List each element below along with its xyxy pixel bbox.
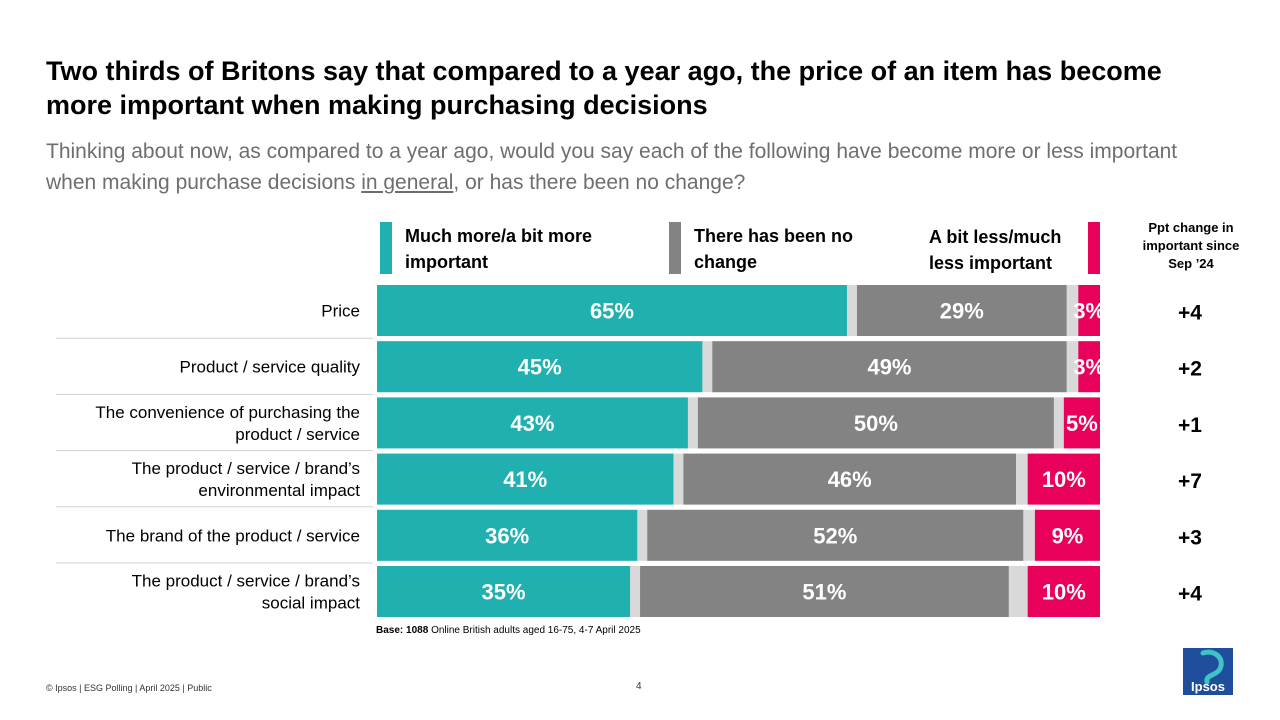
data-label-less: 3%: [1073, 299, 1105, 324]
page-title: Two thirds of Britons say that compared …: [46, 56, 1162, 120]
bar-more: [377, 566, 631, 617]
bar-less: [1078, 341, 1100, 393]
ppt-change-value: +2: [1178, 358, 1202, 381]
bar-no-change: [712, 341, 1067, 393]
data-label-more: 65%: [590, 299, 634, 324]
bar-no-change: [856, 285, 1067, 336]
legend-swatch-more: [380, 222, 392, 274]
data-label-less: 5%: [1066, 411, 1098, 436]
bar-no-change: [647, 509, 1024, 561]
base-label: Base:: [376, 625, 404, 636]
ppt-change-value: +4: [1178, 302, 1202, 325]
bar-more: [377, 453, 674, 505]
ipsos-logo: Ipsos: [1183, 648, 1233, 695]
bar-less: [1078, 285, 1100, 336]
bar-less: [1063, 397, 1100, 449]
data-label-no-change: 46%: [828, 467, 872, 492]
data-label-less: 10%: [1042, 580, 1086, 605]
bar-more: [377, 285, 847, 336]
page-subtitle: Thinking about now, as compared to a yea…: [46, 136, 1226, 198]
page-number: 4: [636, 681, 642, 692]
data-label-less: 3%: [1073, 355, 1105, 380]
category-label: social impact: [262, 594, 361, 613]
ppt-change-header: Ppt change in important since Sep ’24: [1142, 220, 1240, 271]
legend-swatch-no-change: [669, 222, 681, 274]
data-label-more: 35%: [482, 580, 526, 605]
bar-no-change: [640, 566, 1009, 617]
bar-no-change: [697, 397, 1054, 449]
legend-label-no-change: There has been no change: [694, 226, 854, 272]
ppt-change-value: +4: [1178, 583, 1202, 606]
bar-more: [377, 397, 688, 449]
subtitle-text-end: , or has there been no change?: [453, 171, 746, 194]
category-label: The convenience of purchasing the: [95, 403, 360, 422]
base-n: 1088: [406, 625, 429, 636]
logo-text: Ipsos: [1191, 679, 1225, 694]
data-label-no-change: 50%: [854, 411, 898, 436]
subtitle-text-start: Thinking about now, as compared to a yea…: [46, 140, 1178, 194]
subtitle-underlined: in general: [361, 171, 454, 194]
footer-text: © Ipsos | ESG Polling | April 2025 | Pub…: [46, 683, 212, 693]
data-label-more: 41%: [503, 467, 547, 492]
ppt-change-value: +1: [1178, 414, 1202, 437]
ppt-change-value: +3: [1178, 526, 1202, 549]
data-label-more: 45%: [518, 355, 562, 380]
data-label-more: 36%: [485, 523, 529, 548]
data-label-less: 9%: [1052, 523, 1084, 548]
data-label-less: 10%: [1042, 467, 1086, 492]
bar-less: [1027, 566, 1100, 617]
category-label: Product / service quality: [180, 358, 361, 377]
category-label: product / service: [235, 425, 360, 444]
data-label-no-change: 49%: [867, 355, 911, 380]
data-label-no-change: 29%: [940, 299, 984, 324]
data-label-more: 43%: [510, 411, 554, 436]
base-note: Base: 1088 Online British adults aged 16…: [376, 625, 641, 636]
legend-swatch-less: [1088, 222, 1100, 274]
ppt-change-value: +7: [1178, 470, 1202, 493]
bar-no-change: [683, 453, 1017, 505]
bar-less: [1027, 453, 1100, 505]
category-label: The brand of the product / service: [106, 526, 360, 545]
legend-label-more: Much more/a bit more important: [405, 226, 593, 272]
data-label-no-change: 52%: [813, 523, 857, 548]
bar-less: [1034, 509, 1100, 561]
bar-more: [377, 341, 703, 393]
data-label-no-change: 51%: [802, 580, 846, 605]
base-text: Online British adults aged 16-75, 4-7 Ap…: [431, 625, 641, 636]
category-label: The product / service / brand’s: [132, 459, 360, 478]
category-label: The product / service / brand’s: [132, 572, 360, 591]
category-label: Price: [321, 302, 360, 321]
category-label: environmental impact: [198, 481, 360, 500]
bar-more: [377, 509, 638, 561]
legend-label-less: A bit less/much less important: [929, 227, 1062, 273]
